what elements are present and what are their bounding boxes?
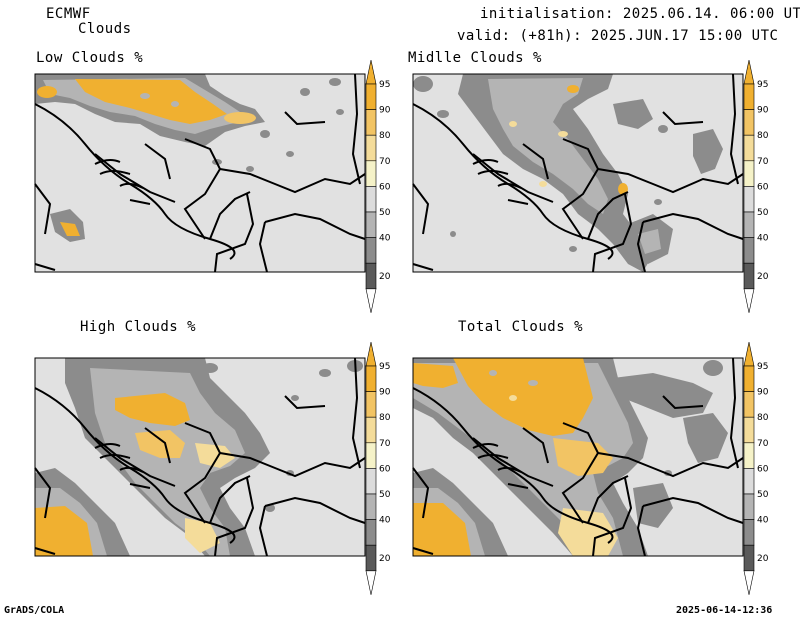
colorbar-label: 90 [757, 388, 769, 398]
footer-timestamp: 2025-06-14-12:36 [676, 605, 773, 616]
colorbar-label: 60 [379, 182, 391, 192]
panel-title-low: Low Clouds % [36, 50, 144, 66]
colorbar-arrow-top [365, 59, 377, 85]
colorbar-arrow-top [743, 59, 755, 85]
colorbar-segment [365, 493, 377, 520]
map-panel-low [34, 73, 366, 273]
colorbar-segment [365, 416, 377, 444]
map-panel-high [34, 357, 366, 557]
colorbar-label: 60 [757, 182, 769, 192]
colorbar-label: 50 [757, 490, 769, 500]
colorbar-label: 70 [379, 157, 391, 167]
colorbar-label: 95 [379, 80, 390, 90]
country-borders-mid [412, 73, 744, 273]
colorbar-segment [743, 134, 755, 162]
colorbar-arrow-bottom [743, 570, 755, 595]
colorbar-segment [365, 365, 377, 392]
colorbar-segment [743, 109, 755, 136]
colorbar-bottom-right: 95 90 80 70 60 50 40 20 [743, 341, 769, 595]
colorbar-segment [743, 493, 755, 520]
colorbar-label: 40 [757, 516, 769, 526]
colorbar-label: 70 [379, 439, 391, 449]
colorbar-label: 90 [379, 106, 391, 116]
colorbar-label: 60 [757, 464, 769, 474]
valid-time: valid: (+81h): 2025.JUN.17 15:00 UTC [457, 28, 779, 44]
colorbar-label: 70 [757, 439, 769, 449]
colorbar-segment [365, 83, 377, 110]
cloud-field-total [413, 358, 728, 556]
colorbar-label: 50 [757, 208, 769, 218]
colorbar-segment [365, 160, 377, 187]
colorbar-segment [743, 83, 755, 110]
colorbar-arrow-bottom [365, 570, 377, 595]
country-borders-total [412, 357, 744, 557]
colorbar-top-right: 95 90 80 70 60 50 40 20 [743, 59, 769, 313]
colorbar-arrow-bottom [743, 288, 755, 313]
colorbar-segment [743, 391, 755, 418]
colorbar-label: 95 [379, 362, 390, 372]
footer-software: GrADS/COLA [4, 605, 65, 616]
colorbar-segment [743, 544, 755, 572]
colorbar-bottom-left: 95 90 80 70 60 50 40 20 [365, 341, 391, 595]
colorbar-segment [365, 468, 377, 495]
init-time: initialisation: 2025.06.14. 06:00 UTC [480, 6, 800, 22]
colorbar-arrow-bottom [365, 288, 377, 313]
colorbar-label: 70 [757, 157, 769, 167]
panel-title-high: High Clouds % [80, 319, 197, 335]
colorbar-segment [743, 262, 755, 290]
colorbar-segment [365, 262, 377, 290]
colorbar-label: 20 [757, 272, 769, 282]
colorbar-segment [743, 442, 755, 469]
colorbar-segment [365, 134, 377, 162]
colorbar-segment [365, 519, 377, 546]
colorbar-segment [743, 211, 755, 238]
colorbar-label: 95 [757, 362, 768, 372]
colorbar-label: 60 [379, 464, 391, 474]
colorbar-segment [743, 186, 755, 213]
colorbar-label: 90 [757, 106, 769, 116]
colorbar-arrow-top [365, 341, 377, 367]
colorbar-segment [365, 442, 377, 469]
cloud-field-mid [413, 74, 723, 272]
map-panel-total [412, 357, 744, 557]
colorbar-segment [743, 519, 755, 546]
colorbar-segment [743, 237, 755, 264]
colorbar-segment [743, 468, 755, 495]
model-name: ECMWF [46, 6, 91, 22]
colorbar-label: 80 [379, 131, 391, 141]
colorbar-label: 20 [757, 554, 769, 564]
colorbar-label: 50 [379, 208, 391, 218]
colorbar-label: 95 [757, 80, 768, 90]
country-borders-high [34, 357, 366, 557]
colorbar-label: 50 [379, 490, 391, 500]
colorbar-label: 20 [379, 554, 391, 564]
colorbar-segment [365, 544, 377, 572]
colorbar-segment [743, 160, 755, 187]
colorbar-label: 80 [757, 131, 769, 141]
colorbar-arrow-top [743, 341, 755, 367]
colorbar-segment [365, 391, 377, 418]
product-name: Clouds [78, 21, 132, 37]
colorbar-segment [365, 109, 377, 136]
colorbar-label: 40 [379, 516, 391, 526]
colorbar-segment [365, 237, 377, 264]
map-panel-mid [412, 73, 744, 273]
cloud-field-low [35, 74, 344, 242]
colorbar-top-left: 95 90 80 70 60 50 40 20 [365, 59, 391, 313]
panel-title-total: Total Clouds % [458, 319, 584, 335]
colorbar-segment [365, 211, 377, 238]
colorbar-label: 80 [379, 413, 391, 423]
colorbar-label: 80 [757, 413, 769, 423]
panel-title-mid: Midlle Clouds % [408, 50, 542, 66]
colorbar-label: 90 [379, 388, 391, 398]
colorbar-label: 40 [379, 234, 391, 244]
colorbar-segment [365, 186, 377, 213]
colorbar-label: 20 [379, 272, 391, 282]
colorbar-segment [743, 365, 755, 392]
country-borders-low [34, 73, 366, 273]
colorbar-label: 40 [757, 234, 769, 244]
colorbar-segment [743, 416, 755, 444]
